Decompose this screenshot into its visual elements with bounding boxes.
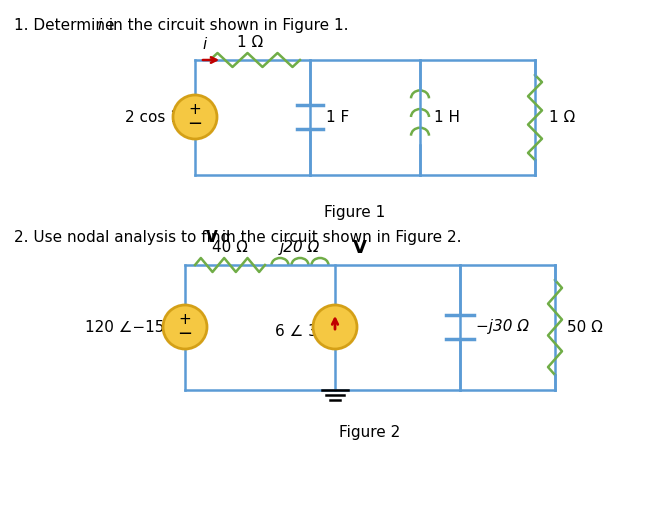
Text: in the circuit shown in Figure 1.: in the circuit shown in Figure 1. (104, 18, 348, 33)
Text: −: − (188, 115, 203, 133)
Text: j20 Ω: j20 Ω (280, 240, 320, 255)
Text: +: + (179, 313, 192, 327)
Text: 1 H: 1 H (434, 110, 460, 124)
Text: −: − (177, 325, 193, 343)
Text: Figure 2: Figure 2 (339, 425, 401, 440)
Text: 1 Ω: 1 Ω (549, 110, 575, 125)
Text: in the circuit shown in Figure 2.: in the circuit shown in Figure 2. (217, 230, 462, 245)
Text: 40 Ω: 40 Ω (212, 240, 248, 255)
Text: i: i (203, 37, 207, 52)
Text: 1. Determine: 1. Determine (14, 18, 119, 33)
Text: i: i (97, 18, 101, 33)
Text: 6 ∠ 30° A: 6 ∠ 30° A (275, 324, 350, 340)
Text: 2. Use nodal analysis to find: 2. Use nodal analysis to find (14, 230, 235, 245)
Text: 50 Ω: 50 Ω (567, 320, 603, 335)
Text: 1 Ω: 1 Ω (237, 35, 263, 50)
Text: V: V (353, 239, 367, 257)
Circle shape (163, 305, 207, 349)
Text: t: t (187, 110, 193, 124)
Text: 120 ∠−15° V: 120 ∠−15° V (85, 320, 188, 334)
Circle shape (173, 95, 217, 139)
Text: V: V (194, 110, 209, 124)
Text: V: V (206, 230, 218, 245)
Text: +: + (188, 103, 201, 117)
Circle shape (313, 305, 357, 349)
Text: −j30 Ω: −j30 Ω (476, 320, 529, 334)
Text: 2 cos 10: 2 cos 10 (125, 110, 190, 124)
Text: Figure 1: Figure 1 (324, 205, 386, 220)
Text: 1 F: 1 F (326, 110, 349, 124)
